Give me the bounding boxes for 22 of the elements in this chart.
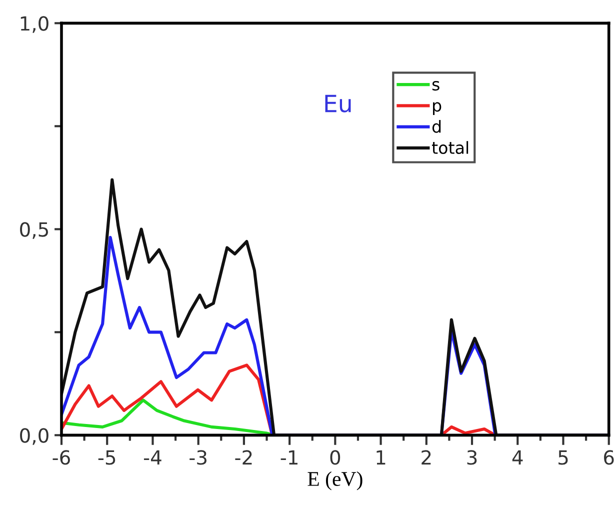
x-tick-label: 4 — [512, 450, 523, 465]
x-tick-label: -6 — [52, 450, 70, 465]
x-tick-label: -2 — [235, 450, 252, 465]
y-tick-label: 0,0 — [20, 428, 48, 445]
legend-label: d — [432, 120, 441, 133]
legend-label: s — [432, 81, 440, 91]
x-tick-label: -5 — [98, 450, 116, 465]
x-tick-label: -4 — [144, 450, 162, 465]
y-tick-label: 0,5 — [20, 222, 48, 239]
x-tick-label: -3 — [190, 450, 206, 465]
legend-label: p — [433, 102, 442, 115]
y-tick-label: 1,0 — [20, 16, 48, 33]
x-tick-label: 3 — [467, 450, 477, 465]
legend-label: total — [432, 141, 468, 154]
annotation: Eu — [325, 94, 351, 112]
x-tick-label: -1 — [280, 450, 298, 465]
x-tick-label: 1 — [376, 450, 386, 465]
x-tick-label: 0 — [330, 450, 340, 465]
x-axis-title: E (eV) — [308, 471, 362, 490]
x-tick-label: 6 — [604, 450, 614, 465]
x-tick-label: 5 — [558, 450, 568, 465]
x-tick-label: 2 — [422, 450, 431, 465]
